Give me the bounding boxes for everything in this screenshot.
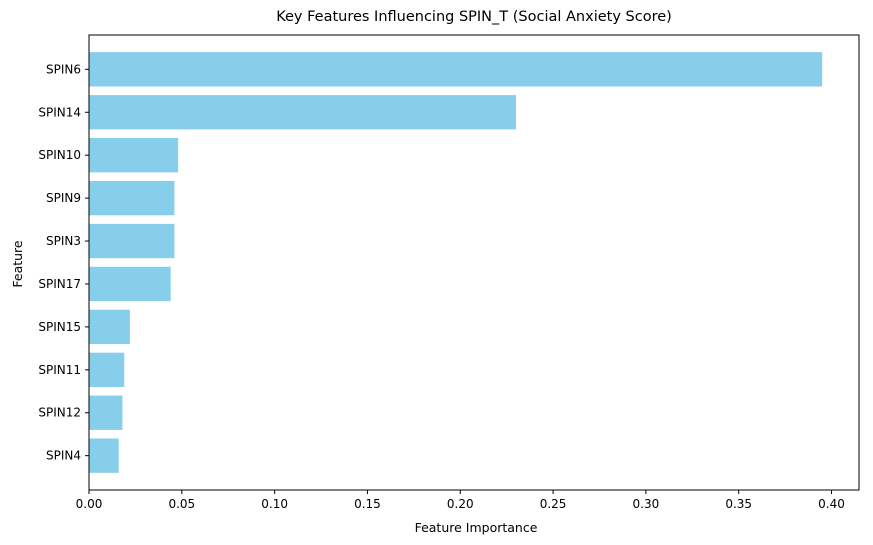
bar-spin9 <box>89 180 175 216</box>
x-axis-ticks: 0.00 0.05 0.10 0.15 0.20 0.25 0.30 0.35 0.40 <box>76 490 845 511</box>
x-tick-label: 0.30 <box>633 497 660 511</box>
bar-spin3 <box>89 223 175 259</box>
x-tick-label: 0.10 <box>261 497 288 511</box>
y-tick-label: SPIN14 <box>38 105 81 119</box>
x-axis-label: Feature Importance <box>415 520 538 535</box>
y-tick-label: SPIN15 <box>38 320 81 334</box>
x-tick-label: 0.25 <box>540 497 567 511</box>
bars-group <box>89 52 823 473</box>
bar-spin11 <box>89 352 125 387</box>
y-tick-label: SPIN3 <box>46 234 81 248</box>
plot-frame <box>88 34 860 491</box>
x-tick-label: 0.15 <box>354 497 381 511</box>
x-tick-label: 0.35 <box>725 497 752 511</box>
y-axis-label: Feature <box>10 240 25 288</box>
y-tick-label: SPIN6 <box>46 62 81 76</box>
bar-spin12 <box>89 395 123 430</box>
x-tick-label: 0.20 <box>447 497 474 511</box>
y-tick-label: SPIN17 <box>38 277 81 291</box>
y-tick-label: SPIN10 <box>38 148 81 162</box>
bar-spin4 <box>89 438 119 473</box>
chart-title: Key Features Influencing SPIN_T (Social … <box>276 9 672 25</box>
x-tick-label: 0.05 <box>168 497 195 511</box>
x-tick-label: 0.00 <box>76 497 103 511</box>
y-tick-label: SPIN12 <box>38 406 81 420</box>
bar-spin14 <box>89 95 516 130</box>
bar-spin17 <box>89 266 171 302</box>
x-tick-label: 0.40 <box>818 497 845 511</box>
y-tick-label: SPIN4 <box>46 449 81 463</box>
y-tick-label: SPIN9 <box>46 191 81 205</box>
bar-spin10 <box>89 138 179 173</box>
bar-spin6 <box>89 52 823 87</box>
y-axis-ticks: SPIN6 SPIN14 SPIN10 SPIN9 SPIN3 SPIN17 SPIN15 S… <box>38 62 89 463</box>
bar-spin15 <box>89 309 130 345</box>
y-tick-label: SPIN11 <box>38 363 81 377</box>
